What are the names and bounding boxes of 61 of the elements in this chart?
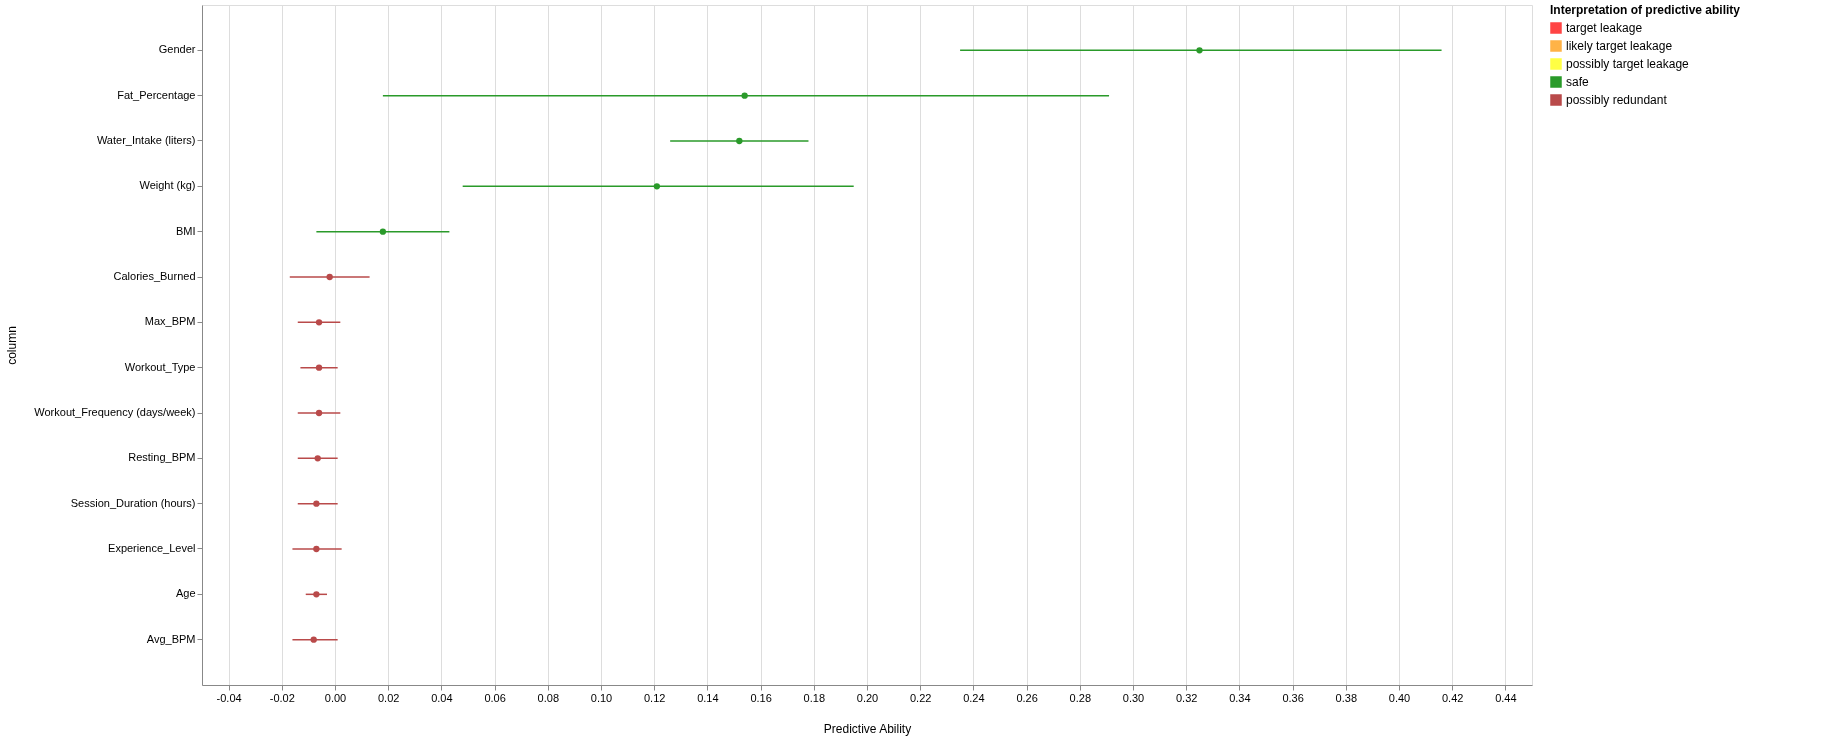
y-tick-label: Max_BPM (144, 315, 196, 328)
x-tick-label: 0.42 (1441, 691, 1464, 704)
x-tick-label: 0.10 (590, 691, 613, 704)
point (315, 364, 323, 371)
point (326, 273, 333, 281)
y-tick-label: Weight (kg) (139, 179, 196, 192)
x-tick-label: 0.36 (1282, 691, 1304, 704)
y-tick-label: Session_Duration (hours) (70, 496, 196, 509)
legend-label: possibly redundant (1566, 93, 1668, 107)
x-tick-label: 0.34 (1229, 691, 1251, 704)
point (313, 500, 320, 507)
legend-label: possibly target leakage (1566, 57, 1690, 71)
x-tick-label: 0.24 (963, 691, 985, 704)
point (736, 137, 743, 145)
point (313, 591, 320, 598)
x-tick-label: 0.00 (324, 691, 347, 704)
y-tick-label: Avg_BPM (146, 632, 196, 645)
x-tick-label: 0.06 (484, 691, 506, 704)
x-tick-label: 0.04 (431, 691, 453, 704)
point (310, 636, 317, 643)
y-tick-label: Workout_Type (124, 360, 196, 373)
y-tick-label: Age (175, 587, 196, 600)
x-tick-label: 0.30 (1122, 691, 1145, 704)
x-tick-label: 0.18 (803, 691, 826, 704)
x-tick-label: 0.08 (537, 691, 560, 704)
x-tick-label: -0.04 (216, 691, 242, 704)
y-tick-label: Water_Intake (liters) (96, 134, 196, 146)
point (314, 455, 321, 462)
point (653, 183, 661, 190)
x-tick-label: 0.22 (909, 691, 932, 704)
x-tick-label: 0.32 (1175, 691, 1198, 704)
x-tick-label: 0.14 (697, 691, 719, 704)
x-tick-label: 0.44 (1495, 691, 1517, 704)
legend-title: Interpretation of predictive ability (1550, 3, 1741, 17)
point (1196, 47, 1203, 54)
legend-label: target leakage (1566, 21, 1643, 35)
y-axis-title: column (5, 326, 20, 365)
point (313, 545, 320, 553)
x-tick-label: 0.16 (750, 691, 772, 704)
y-tick-label: BMI (175, 224, 196, 237)
y-tick-label: Fat_Percentage (117, 88, 196, 101)
point (315, 319, 323, 326)
point (741, 92, 748, 99)
point (315, 409, 323, 417)
legend-label: safe (1566, 75, 1590, 89)
x-tick-label: 0.12 (643, 691, 666, 704)
x-tick-label: 0.20 (856, 691, 879, 704)
y-tick-label: Experience_Level (108, 542, 196, 554)
legend-label: likely target leakage (1566, 39, 1673, 53)
x-tick-label: 0.40 (1388, 691, 1411, 704)
y-tick-label: Workout_Frequency (days/week) (34, 406, 196, 418)
x-tick-label: -0.02 (269, 691, 295, 704)
y-tick-label: Resting_BPM (128, 451, 196, 464)
y-tick-label: Calories_Burned (113, 270, 196, 282)
x-tick-label: 0.38 (1335, 691, 1358, 704)
x-axis-title: Predictive Ability (823, 721, 912, 736)
point (379, 228, 387, 235)
x-tick-label: 0.02 (377, 691, 400, 704)
y-tick-label: Gender (158, 43, 196, 56)
x-tick-label: 0.26 (1016, 691, 1038, 704)
x-tick-label: 0.28 (1069, 691, 1092, 704)
